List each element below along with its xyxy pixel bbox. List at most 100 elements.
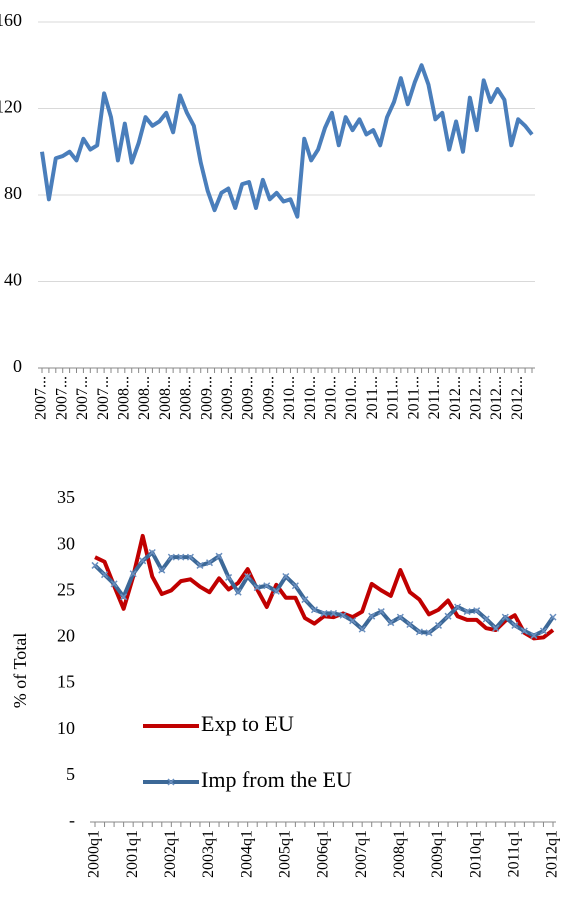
x-tick-label: 2012...	[509, 376, 526, 420]
x-tick-label: 2007...	[33, 376, 50, 420]
marker	[415, 628, 423, 636]
marker	[148, 548, 156, 557]
y-tick-label: 120	[0, 97, 22, 117]
x-tick-label: 2000q1	[86, 830, 103, 878]
marker	[530, 632, 538, 640]
y-tick-label: 160	[0, 10, 22, 30]
marker	[167, 553, 175, 561]
marker	[301, 596, 309, 604]
y-axis-label: % of Total	[10, 633, 30, 708]
legend-label: Imp from the EU	[201, 767, 352, 792]
marker	[215, 552, 223, 560]
x-tick-label: 2008...	[136, 376, 153, 420]
marker	[425, 629, 433, 637]
x-tick-label: 2011...	[405, 376, 422, 419]
x-tick-label: 2012...	[467, 376, 484, 420]
x-tick-label: 2012...	[488, 376, 505, 420]
y-tick-label: 40	[4, 270, 22, 290]
marker	[339, 611, 347, 619]
x-tick-label: 2010...	[281, 376, 298, 420]
y-tick-label: 5	[66, 764, 75, 784]
x-tick-label: 2011q1	[506, 830, 523, 877]
x-tick-label: 2008...	[157, 376, 174, 420]
x-tick-label: 2007...	[53, 376, 70, 420]
x-tick-label: 2009...	[219, 376, 236, 420]
x-tick-label: 2007...	[74, 376, 91, 420]
x-tick-label: 2008...	[115, 376, 132, 420]
marker	[368, 612, 376, 620]
marker	[320, 609, 328, 617]
x-tick-label: 2010...	[323, 376, 340, 420]
marker	[186, 553, 194, 561]
marker	[129, 570, 137, 578]
line	[94, 533, 555, 641]
y-tick-label: 0	[13, 356, 22, 376]
y-tick-label: -	[69, 810, 75, 830]
x-tick-label: 2011...	[385, 376, 402, 419]
y-tick-label: 15	[57, 672, 75, 692]
marker	[482, 615, 490, 623]
marker	[263, 582, 271, 590]
y-tick-label: 80	[4, 183, 22, 203]
x-tick-label: 2009...	[240, 376, 257, 420]
y-tick-label: 35	[57, 487, 75, 507]
marker	[91, 561, 99, 569]
x-tick-label: 2007q1	[353, 830, 370, 878]
marker	[234, 588, 242, 596]
x-tick-label: 2011...	[426, 376, 443, 419]
marker	[196, 561, 204, 569]
marker	[539, 627, 547, 635]
x-tick-label: 2009...	[260, 376, 277, 420]
marker	[406, 620, 414, 629]
y-tick-label: 25	[57, 579, 75, 599]
x-tick-label: 2001q1	[124, 830, 141, 878]
marker	[291, 582, 299, 590]
x-tick-label: 2006q1	[315, 830, 332, 878]
y-tick-label: 30	[57, 533, 75, 553]
x-tick-label: 2011...	[364, 376, 381, 419]
marker	[454, 603, 462, 611]
legend-marker	[167, 778, 175, 786]
marker	[330, 609, 338, 617]
marker	[253, 584, 261, 592]
marker	[139, 557, 147, 565]
x-tick-label: 2008...	[178, 376, 195, 420]
x-tick-label: 2003q1	[200, 830, 217, 878]
marker	[177, 553, 185, 561]
marker	[396, 613, 404, 621]
marker	[158, 566, 166, 574]
marker	[110, 580, 118, 588]
marker	[358, 625, 366, 633]
x-tick-label: 2004q1	[238, 830, 255, 878]
y-tick-label: 10	[57, 718, 75, 738]
x-tick-label: 2005q1	[277, 830, 294, 878]
marker	[501, 613, 509, 621]
x-tick-label: 2010q1	[467, 830, 484, 878]
marker	[434, 621, 443, 629]
marker	[225, 573, 233, 581]
line	[40, 63, 534, 219]
marker	[244, 572, 252, 581]
marker	[463, 608, 471, 616]
x-tick-label: 2007...	[95, 376, 112, 420]
x-tick-label: 2012q1	[544, 830, 561, 878]
marker	[310, 606, 318, 614]
marker	[492, 624, 500, 632]
marker	[101, 571, 109, 579]
y-tick-label: 20	[57, 626, 75, 646]
marker	[444, 612, 452, 620]
marker	[511, 621, 519, 629]
x-tick-label: 2002q1	[162, 830, 179, 878]
marker	[205, 559, 214, 567]
marker	[387, 619, 395, 627]
x-tick-label: 2012...	[447, 376, 464, 420]
legend-label: Exp to EU	[201, 711, 294, 736]
marker	[377, 608, 385, 616]
marker	[272, 587, 280, 595]
x-tick-label: 2009q1	[429, 830, 446, 878]
marker	[120, 593, 128, 601]
marker	[282, 572, 290, 581]
marker	[349, 617, 357, 625]
